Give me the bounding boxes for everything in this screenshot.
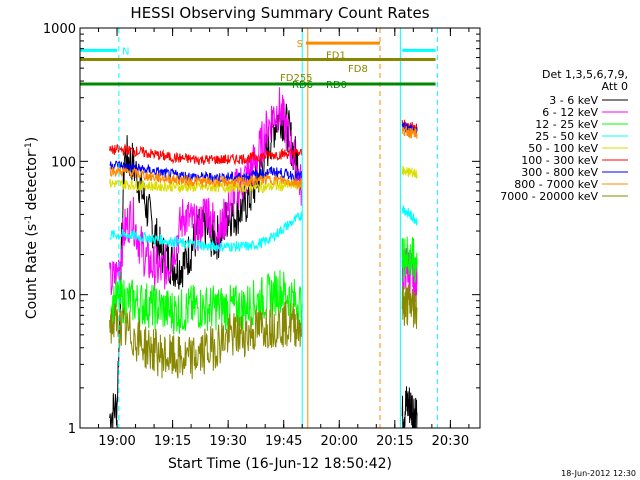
x-tick-label: 19:15 xyxy=(154,434,191,449)
series-line xyxy=(109,143,303,166)
x-tick-label: 20:00 xyxy=(321,434,358,449)
x-axis-label: Start Time (16-Jun-12 18:50:42) xyxy=(168,456,392,472)
series-line xyxy=(109,269,303,335)
flag-label: RD6 xyxy=(292,80,313,91)
chart-title: HESSI Observing Summary Count Rates xyxy=(130,4,429,22)
plot-frame xyxy=(79,27,481,429)
series-line xyxy=(109,87,303,295)
legend-label: 100 - 300 keV xyxy=(521,154,598,167)
series-line xyxy=(109,166,303,189)
series-line xyxy=(401,165,418,179)
series-line xyxy=(109,160,303,184)
legend-label: 6 - 12 keV xyxy=(542,106,598,119)
series-line xyxy=(401,126,418,140)
y-tick-label: 10 xyxy=(59,289,76,304)
x-tick-label: 19:45 xyxy=(265,434,302,449)
y-tick-label: 100 xyxy=(51,155,76,170)
x-tick-label: 19:30 xyxy=(209,434,246,449)
y-axis-label: Count Rate (s-1 detector-1) xyxy=(24,137,40,319)
y-tick-label: 1 xyxy=(68,422,76,437)
series-line xyxy=(401,205,418,226)
flag-label: S xyxy=(297,39,303,50)
series-line xyxy=(109,103,303,429)
flag-label: RD0 xyxy=(326,80,347,91)
series-line xyxy=(109,301,303,380)
legend-label: 25 - 50 keV xyxy=(535,130,598,143)
legend-title: Det 1,3,5,6,7,9, xyxy=(542,68,628,81)
series-line xyxy=(401,386,418,429)
x-tick-label: 20:30 xyxy=(432,434,469,449)
x-tick-label: 19:00 xyxy=(98,434,135,449)
flag-label: FD1 xyxy=(326,51,346,62)
flag-label: N xyxy=(122,46,129,57)
legend-label: 7000 - 20000 keV xyxy=(500,190,598,203)
y-tick-label: 1000 xyxy=(43,22,76,37)
legend-label: 300 - 800 keV xyxy=(521,166,598,179)
series-layer xyxy=(109,87,418,429)
axis-layer: 19:00 19:15 19:30 19:45 20:00 20:15 20:30 1 10 10… xyxy=(43,22,480,449)
generated-timestamp: 18-Jun-2012 12:30 xyxy=(561,469,636,478)
series-line xyxy=(401,236,418,283)
flag-label: FD255 xyxy=(280,73,313,84)
x-tick-label: 20:15 xyxy=(376,434,413,449)
series-line xyxy=(109,211,303,252)
legend-label: 800 - 7000 keV xyxy=(514,178,598,191)
legend-label: 3 - 6 keV xyxy=(549,94,598,107)
flag-label: FD8 xyxy=(348,64,368,75)
legend-label: 12 - 25 keV xyxy=(535,118,598,131)
legend-label: 50 - 100 keV xyxy=(528,142,598,155)
legend-title: Att 0 xyxy=(602,80,628,93)
series-line xyxy=(401,284,418,329)
